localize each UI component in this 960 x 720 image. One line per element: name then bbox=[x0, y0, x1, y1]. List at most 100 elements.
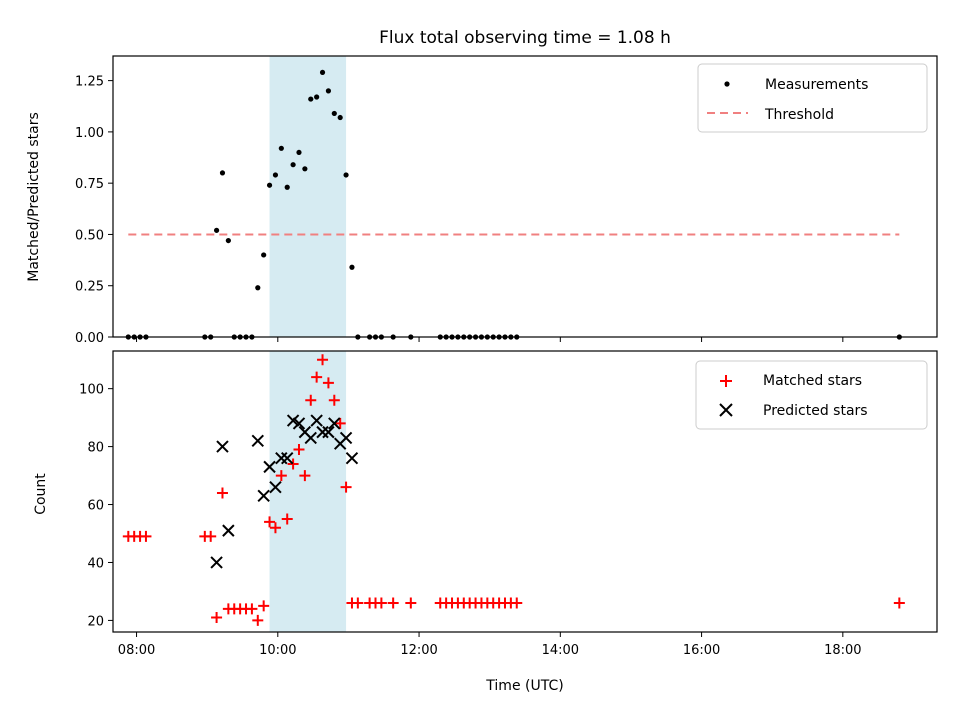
x-tick-label: 12:00 bbox=[400, 643, 437, 658]
bottom-y-ticks: 20 40 60 80 100 bbox=[79, 383, 113, 629]
y-tick-label: 40 bbox=[87, 556, 104, 571]
predicted-star-point bbox=[339, 431, 353, 445]
matched-star-point bbox=[264, 516, 276, 528]
measurement-point bbox=[284, 184, 290, 190]
predicted-star-point bbox=[322, 425, 335, 439]
y-tick-label: 0.00 bbox=[75, 331, 104, 346]
x-tick-label: 10:00 bbox=[259, 643, 296, 658]
measurement-point bbox=[272, 172, 279, 178]
measurement-point bbox=[349, 264, 355, 270]
chart-title: Flux total observing time = 1.08 h bbox=[379, 28, 671, 48]
legend-measurements-marker bbox=[724, 81, 730, 87]
predicted-stars-points bbox=[210, 414, 359, 569]
measurement-point bbox=[290, 162, 296, 168]
y-tick-label: 0.50 bbox=[75, 228, 104, 243]
matched-star-point bbox=[352, 597, 364, 609]
legend-matched-marker bbox=[720, 375, 732, 387]
measurement-point bbox=[278, 145, 284, 151]
measurement-point bbox=[325, 88, 332, 94]
matched-star-point bbox=[281, 513, 293, 525]
x-tick-label: 18:00 bbox=[824, 643, 861, 658]
measurement-point bbox=[337, 114, 343, 121]
matched-star-point bbox=[252, 614, 264, 626]
x-tick-label: 14:00 bbox=[542, 643, 579, 658]
matched-star-point bbox=[275, 470, 287, 482]
matched-star-point bbox=[340, 481, 352, 493]
bottom-legend-box bbox=[695, 360, 928, 430]
measurement-point bbox=[266, 182, 273, 188]
top-legend: Measurements Threshold bbox=[697, 63, 928, 133]
y-tick-label: 80 bbox=[87, 441, 104, 456]
y-tick-label: 100 bbox=[79, 383, 104, 398]
matched-star-point bbox=[317, 354, 329, 366]
measurement-point bbox=[319, 69, 326, 76]
matched-star-point bbox=[311, 371, 323, 383]
matched-star-point bbox=[299, 470, 311, 482]
measurement-point bbox=[314, 94, 320, 100]
predicted-star-point bbox=[345, 451, 359, 465]
y-tick-label: 0.75 bbox=[75, 177, 104, 192]
predicted-star-point bbox=[281, 451, 294, 465]
top-y-axis-label: Matched/Predicted stars bbox=[26, 112, 42, 282]
matched-star-point bbox=[258, 600, 270, 612]
measurement-points bbox=[125, 69, 902, 340]
matched-star-point bbox=[893, 597, 905, 609]
measurement-point bbox=[225, 237, 231, 244]
x-tick-label: 08:00 bbox=[118, 643, 155, 658]
x-tick-label: 16:00 bbox=[683, 643, 720, 658]
top-x-ticks bbox=[136, 337, 844, 342]
measurement-point bbox=[219, 170, 226, 176]
y-tick-label: 20 bbox=[87, 614, 104, 629]
measurement-point bbox=[331, 110, 337, 117]
bottom-x-ticks: 08:00 10:00 12:00 14:00 16:00 18:00 bbox=[118, 632, 862, 658]
matched-star-point bbox=[322, 377, 334, 389]
legend-threshold-label: Threshold bbox=[764, 107, 834, 123]
top-axes-frame bbox=[112, 55, 938, 338]
measurement-point bbox=[255, 285, 261, 291]
bottom-panel: 20 40 60 80 100 08:00 10:00 12:00 14:00 16:00 18:… bbox=[33, 350, 938, 694]
legend-predicted-marker bbox=[719, 403, 733, 417]
matched-star-point bbox=[305, 394, 317, 406]
matched-star-point bbox=[246, 603, 258, 615]
legend-matched-label: Matched stars bbox=[763, 373, 862, 389]
measurement-point bbox=[296, 149, 302, 156]
matched-star-point bbox=[334, 417, 346, 429]
matched-star-point bbox=[269, 522, 281, 534]
matched-star-point bbox=[211, 612, 223, 624]
bottom-y-axis-label: Count bbox=[33, 473, 49, 515]
legend-measurements-label: Measurements bbox=[765, 77, 868, 93]
predicted-star-point bbox=[328, 417, 341, 430]
x-axis-label: Time (UTC) bbox=[485, 678, 563, 694]
predicted-star-point bbox=[275, 451, 288, 465]
measurement-point bbox=[213, 227, 220, 233]
y-tick-label: 60 bbox=[87, 499, 104, 514]
y-tick-label: 0.25 bbox=[75, 280, 104, 295]
matched-star-point bbox=[405, 597, 417, 609]
y-tick-label: 1.00 bbox=[75, 126, 104, 141]
predicted-star-point bbox=[310, 414, 323, 427]
predicted-star-point bbox=[263, 460, 276, 474]
predicted-star-point bbox=[292, 417, 306, 430]
y-tick-label: 1.25 bbox=[75, 75, 104, 90]
matched-star-point bbox=[205, 530, 217, 542]
predicted-star-point bbox=[216, 440, 229, 453]
bottom-legend: Matched stars Predicted stars bbox=[695, 360, 928, 430]
matched-stars-points bbox=[122, 354, 905, 626]
matched-star-point bbox=[216, 487, 228, 499]
bottom-axes-frame bbox=[112, 350, 938, 633]
predicted-star-point bbox=[316, 425, 329, 439]
measurement-point bbox=[261, 252, 267, 258]
matched-star-point bbox=[387, 597, 399, 609]
top-highlight-span bbox=[269, 56, 347, 337]
predicted-star-point bbox=[222, 524, 235, 537]
matched-star-point bbox=[293, 443, 305, 455]
predicted-star-point bbox=[210, 556, 223, 569]
predicted-star-point bbox=[286, 414, 300, 427]
predicted-star-point bbox=[304, 431, 317, 445]
top-y-ticks: 0.00 0.25 0.50 0.75 1.00 1.25 bbox=[75, 75, 113, 346]
predicted-star-point bbox=[257, 489, 270, 503]
measurement-point bbox=[302, 166, 308, 172]
matched-star-point bbox=[511, 597, 523, 609]
top-panel: Flux total observing time = 1.08 h 0.000… bbox=[26, 28, 938, 346]
